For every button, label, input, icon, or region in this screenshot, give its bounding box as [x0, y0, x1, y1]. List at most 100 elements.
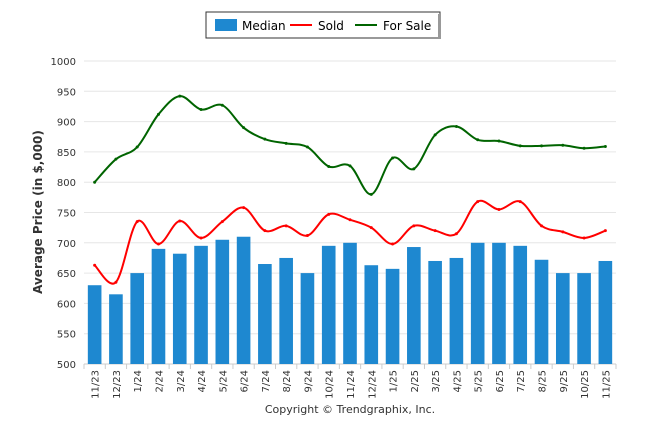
x-tick-label: 4/25	[452, 370, 463, 392]
y-tick-label: 500	[57, 360, 76, 371]
bar-median-11/24[interactable]	[343, 242, 357, 364]
point-for-sale-11/24[interactable]	[348, 164, 352, 168]
bar-median-11/23[interactable]	[87, 285, 102, 364]
bar-median-12/23[interactable]	[109, 294, 123, 364]
point-for-sale-7/24[interactable]	[263, 137, 267, 141]
bar-median-2/25[interactable]	[407, 247, 421, 364]
point-for-sale-12/23[interactable]	[114, 157, 118, 161]
bar-median-9/25[interactable]	[555, 273, 570, 364]
point-sold-8/24[interactable]	[284, 224, 288, 228]
x-tick-label: 1/24	[133, 370, 144, 392]
y-tick-label: 850	[57, 148, 76, 159]
point-for-sale-12/24[interactable]	[369, 192, 373, 196]
point-sold-6/25[interactable]	[497, 207, 501, 211]
x-tick-label: 10/24	[325, 370, 336, 399]
point-sold-7/24[interactable]	[263, 229, 267, 233]
point-sold-8/25[interactable]	[540, 224, 544, 228]
point-for-sale-3/25[interactable]	[433, 133, 437, 137]
legend-label-sold[interactable]: Sold	[318, 19, 344, 33]
point-sold-3/25[interactable]	[433, 229, 437, 233]
bar-median-12/24[interactable]	[364, 265, 379, 364]
point-for-sale-8/24[interactable]	[284, 141, 288, 145]
bar-median-9/24[interactable]	[300, 273, 315, 364]
point-for-sale-7/25[interactable]	[518, 144, 522, 148]
point-sold-11/24[interactable]	[348, 218, 352, 222]
y-tick-label: 1000	[51, 57, 76, 68]
point-for-sale-3/24[interactable]	[178, 94, 182, 98]
legend-label-median[interactable]: Median	[242, 19, 286, 33]
point-for-sale-5/24[interactable]	[220, 103, 224, 107]
point-sold-3/24[interactable]	[178, 219, 182, 223]
point-for-sale-4/24[interactable]	[199, 107, 203, 111]
x-tick-label: 3/25	[431, 370, 442, 392]
bar-median-10/24[interactable]	[321, 245, 336, 364]
point-sold-2/24[interactable]	[156, 242, 160, 246]
bar-median-3/24[interactable]	[172, 253, 187, 364]
point-for-sale-9/25[interactable]	[561, 143, 565, 147]
point-sold-12/24[interactable]	[369, 226, 373, 230]
bar-median-7/25[interactable]	[513, 245, 528, 364]
x-tick-label: 9/24	[303, 370, 314, 392]
point-sold-2/25[interactable]	[412, 224, 416, 228]
x-tick-label: 2/25	[410, 370, 421, 392]
point-for-sale-10/25[interactable]	[582, 146, 586, 150]
point-for-sale-2/25[interactable]	[412, 167, 416, 171]
y-tick-label: 650	[57, 269, 76, 280]
point-for-sale-1/25[interactable]	[391, 156, 395, 160]
point-for-sale-10/24[interactable]	[327, 164, 331, 168]
point-sold-10/24[interactable]	[327, 212, 331, 216]
point-sold-10/25[interactable]	[582, 236, 586, 240]
point-for-sale-1/24[interactable]	[135, 145, 139, 149]
bar-median-8/24[interactable]	[279, 257, 293, 364]
point-for-sale-11/25[interactable]	[603, 144, 607, 148]
point-for-sale-9/24[interactable]	[305, 145, 309, 149]
bar-median-7/24[interactable]	[258, 264, 272, 364]
x-tick-label: 1/25	[389, 370, 400, 392]
x-tick-label: 5/25	[474, 370, 485, 392]
point-sold-5/25[interactable]	[476, 200, 480, 204]
legend-label-for-sale[interactable]: For Sale	[383, 19, 431, 33]
copyright-text: Copyright © Trendgraphix, Inc.	[265, 403, 435, 416]
bar-median-5/24[interactable]	[215, 239, 230, 364]
point-sold-4/25[interactable]	[454, 232, 458, 236]
x-tick-label: 12/24	[367, 370, 378, 399]
y-axis-title: Average Price (in $,000)	[31, 130, 45, 294]
bar-median-11/25[interactable]	[598, 260, 613, 364]
line-for-sale[interactable]	[93, 95, 606, 196]
bar-median-5/25[interactable]	[470, 242, 485, 364]
y-tick-label: 550	[57, 330, 76, 341]
legend-box	[205, 11, 441, 39]
point-for-sale-8/25[interactable]	[540, 144, 544, 148]
point-sold-7/25[interactable]	[518, 200, 522, 204]
point-for-sale-6/25[interactable]	[497, 139, 501, 143]
bar-median-3/25[interactable]	[428, 260, 442, 364]
legend: Median Sold For Sale	[205, 11, 441, 39]
point-sold-4/24[interactable]	[199, 236, 203, 240]
x-tick-label: 10/25	[580, 370, 591, 399]
bar-median-6/24[interactable]	[236, 236, 251, 364]
point-for-sale-6/24[interactable]	[242, 126, 246, 130]
point-sold-9/24[interactable]	[305, 234, 309, 238]
bar-median-4/25[interactable]	[449, 257, 464, 364]
bar-median-2/24[interactable]	[151, 248, 166, 364]
point-sold-6/24[interactable]	[242, 206, 246, 210]
point-sold-12/23[interactable]	[114, 280, 118, 284]
point-sold-11/23[interactable]	[93, 263, 97, 267]
bar-median-4/24[interactable]	[194, 245, 208, 364]
bar-median-1/24[interactable]	[130, 273, 145, 364]
x-tick-label: 12/23	[112, 370, 123, 399]
point-sold-9/25[interactable]	[561, 230, 565, 234]
x-tick-label: 11/24	[346, 370, 357, 399]
point-for-sale-2/24[interactable]	[156, 112, 160, 116]
point-sold-5/24[interactable]	[220, 220, 224, 224]
point-sold-1/24[interactable]	[135, 220, 139, 224]
point-sold-11/25[interactable]	[603, 229, 607, 233]
bar-median-8/25[interactable]	[534, 259, 549, 364]
point-sold-1/25[interactable]	[391, 242, 395, 246]
bar-median-10/25[interactable]	[577, 273, 591, 364]
bar-median-1/25[interactable]	[385, 268, 400, 364]
point-for-sale-4/25[interactable]	[454, 124, 458, 128]
point-for-sale-5/25[interactable]	[476, 138, 480, 142]
point-for-sale-11/23[interactable]	[93, 180, 97, 184]
bar-median-6/25[interactable]	[492, 242, 506, 364]
